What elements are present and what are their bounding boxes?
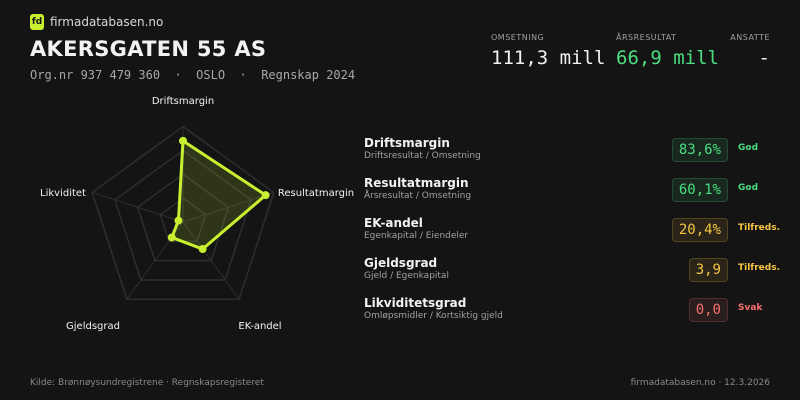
radar-point [198, 245, 207, 254]
axis-label: Driftsmargin [152, 96, 214, 107]
metric-value: 20,4% [671, 218, 728, 242]
metric-name: Resultatmargin [364, 176, 469, 190]
source: Kilde: Brønnøysundregistrene · Regnskaps… [30, 378, 264, 388]
grid-ring [136, 173, 230, 262]
radar-point [261, 191, 270, 200]
spoke [182, 221, 240, 300]
stat-label: ANSATTE [730, 33, 770, 42]
spoke [182, 192, 274, 223]
grid-ring [91, 125, 275, 301]
metric-name: Likviditetsgrad [364, 296, 467, 310]
radar-point [179, 136, 187, 145]
brand: firmadatabasen.no [50, 15, 164, 29]
metric-rating: Tilfreds. [738, 223, 780, 233]
logo: fd [30, 14, 44, 30]
stat-value: 111,3 mill [491, 47, 606, 69]
radar-point [174, 216, 183, 225]
metric-formula: Omløpsmidler / Kortsiktig gjeld [364, 311, 503, 321]
axis-label: Likviditet [40, 188, 86, 199]
axis-label: Resultatmargin [278, 188, 354, 199]
company-subtitle: Org.nr 937 479 360 · OSLO · Regnskap 202… [30, 68, 356, 82]
metric-value: 0,0 [688, 298, 728, 322]
metric-value: 3,9 [688, 258, 728, 282]
stat-label: OMSETNING [491, 33, 545, 42]
stat-value: - [758, 47, 770, 69]
metric-rating: God [738, 183, 759, 193]
metric-name: Gjeldsgrad [364, 256, 438, 270]
metric-name: Driftsmargin [364, 136, 450, 150]
metric-formula: Årsresultat / Omsetning [364, 191, 472, 201]
stat-label: ÅRSRESULTAT [616, 33, 677, 42]
site: firmadatabasen.no · 12.3.2026 [630, 378, 770, 388]
grid-ring [113, 149, 253, 281]
spoke [92, 192, 184, 223]
axis-label: Gjeldsgrad [66, 321, 120, 332]
metric-rating: Tilfreds. [738, 263, 780, 273]
radar-point [167, 233, 176, 242]
metric-name: EK-andel [364, 216, 423, 230]
metric-formula: Egenkapital / Eiendeler [364, 231, 469, 241]
metric-value: 60,1% [671, 178, 728, 202]
metric-value: 83,6% [671, 138, 728, 162]
stat-value: 66,9 mill [616, 47, 719, 69]
metric-rating: God [738, 143, 759, 153]
metric-rating: Svak [738, 303, 763, 313]
metric-formula: Gjeld / Egenkapital [364, 271, 449, 281]
radar-area [170, 139, 268, 251]
metric-formula: Driftsresultat / Omsetning [364, 151, 481, 161]
axis-label: EK-andel [238, 321, 281, 332]
company-title: AKERSGATEN 55 AS [30, 37, 267, 61]
